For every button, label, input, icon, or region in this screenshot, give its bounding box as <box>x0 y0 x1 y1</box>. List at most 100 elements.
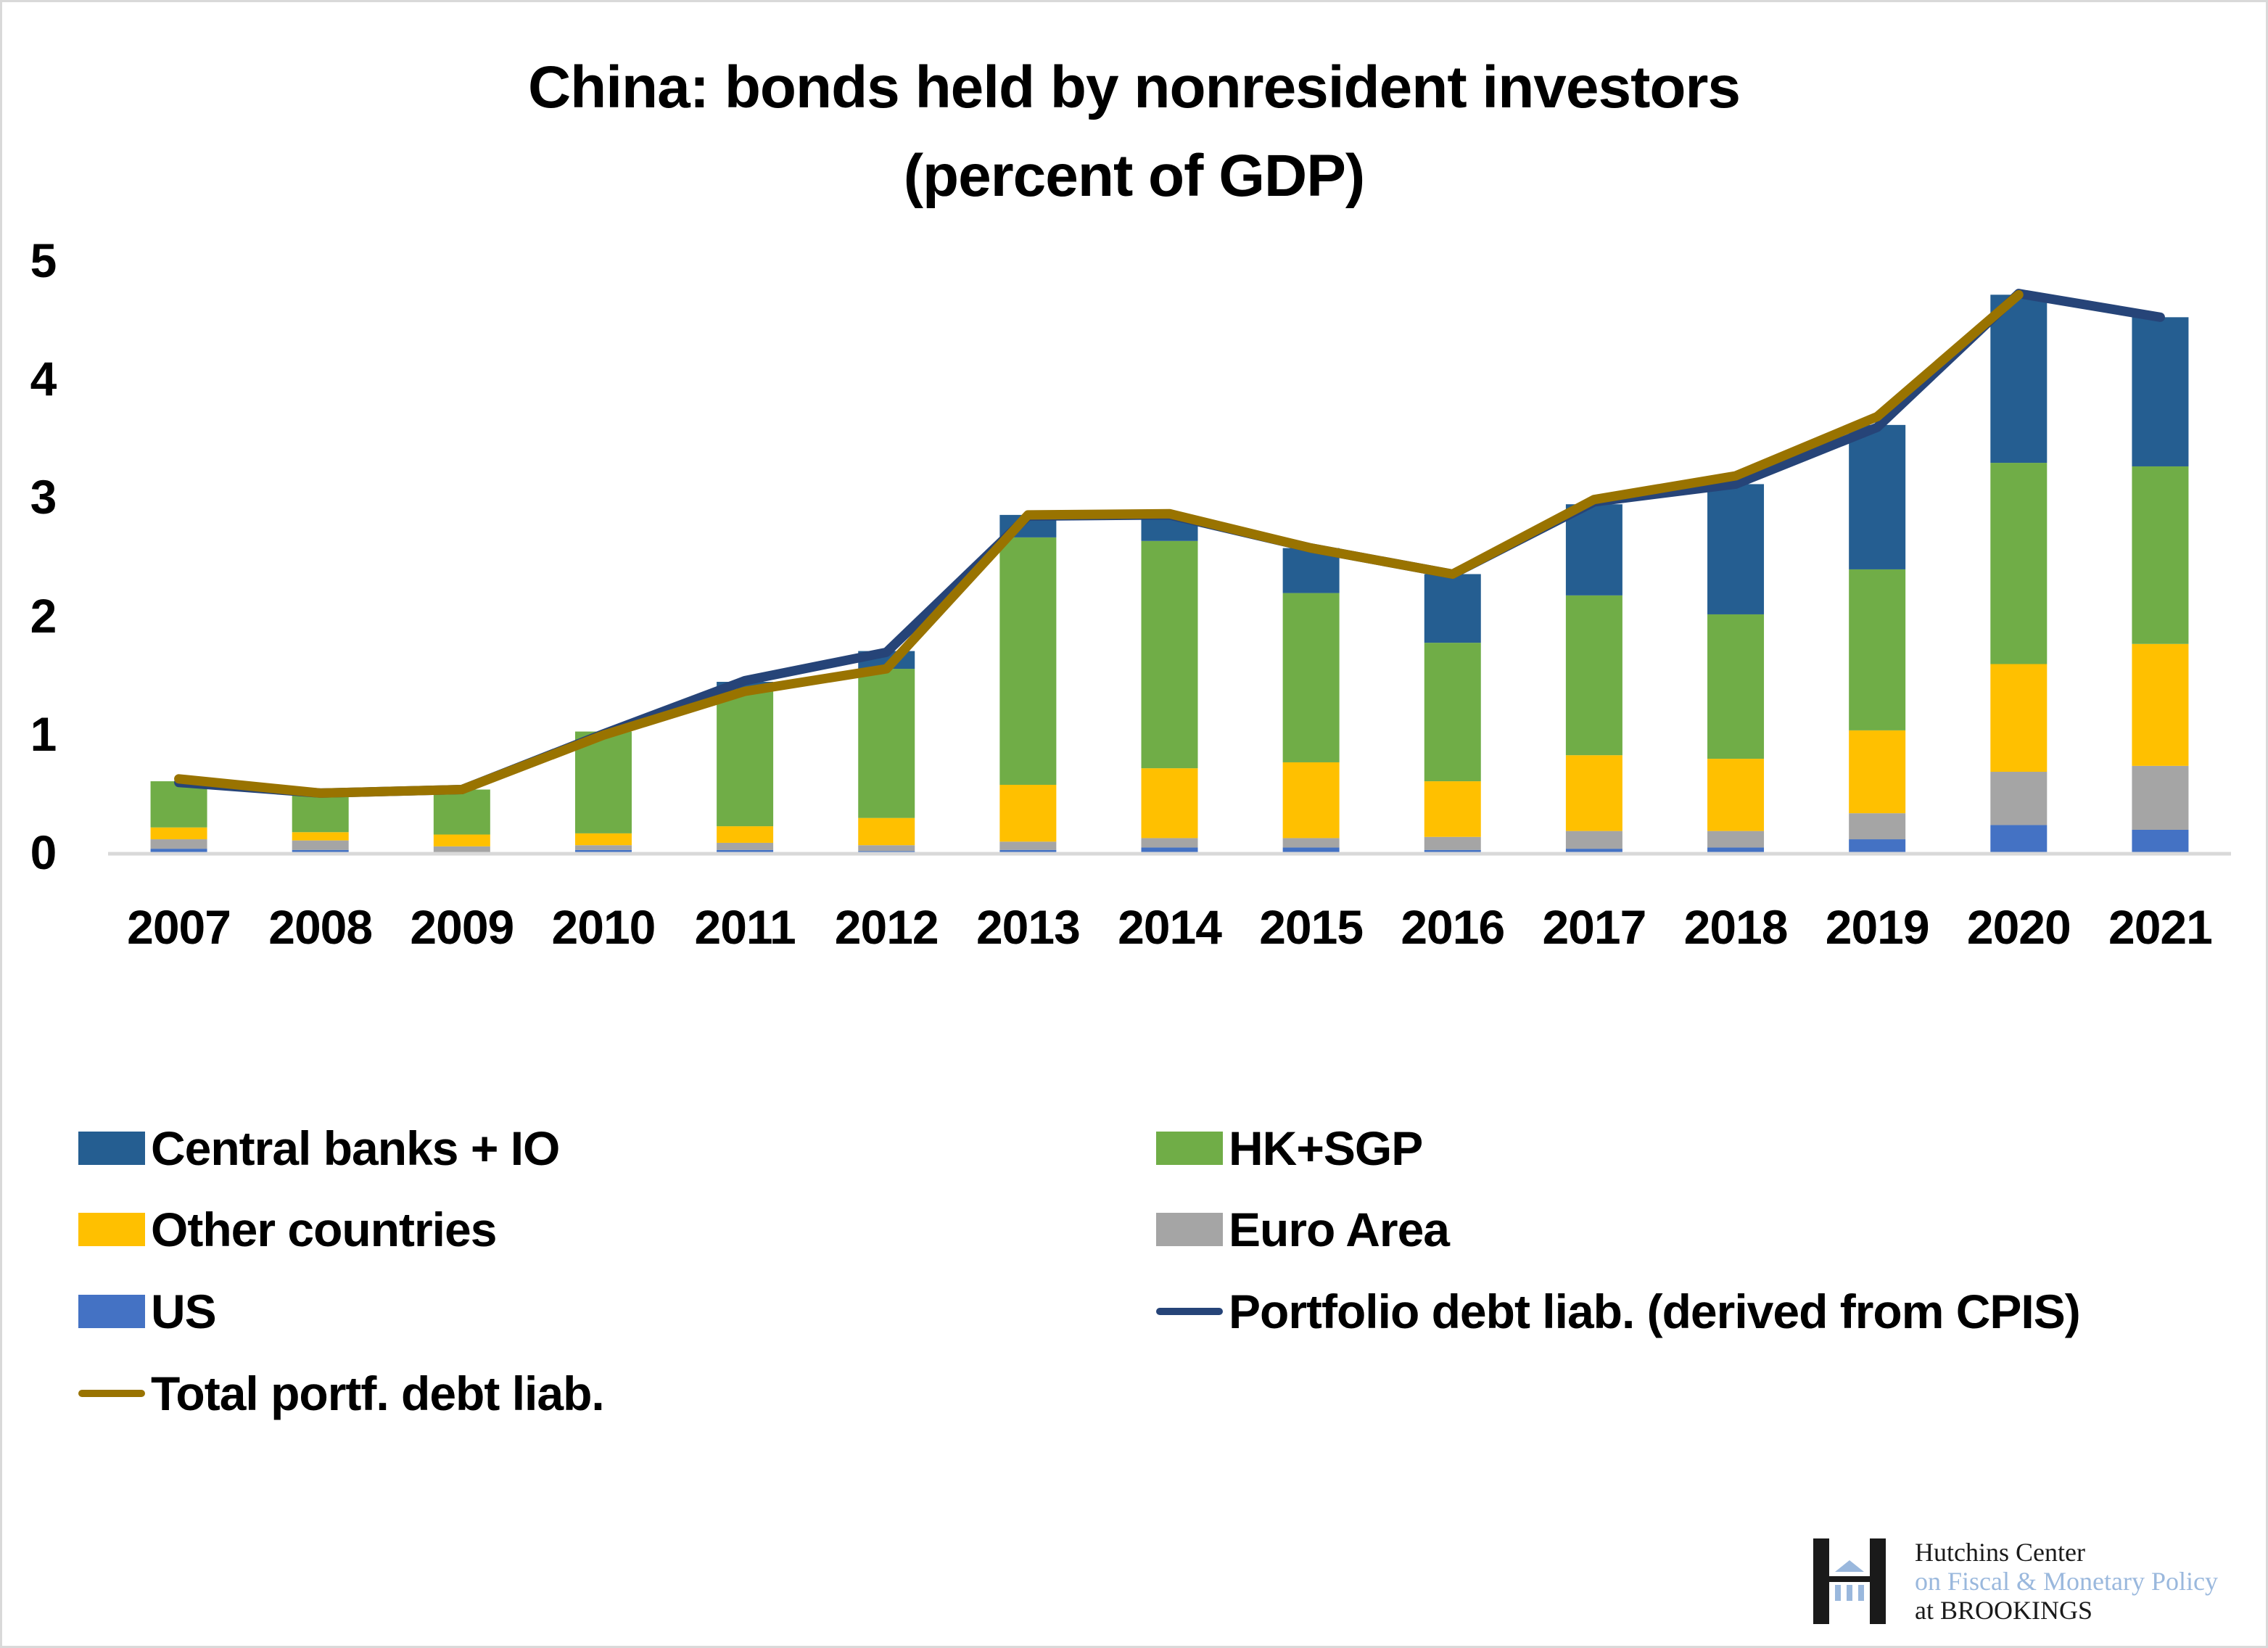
bar-segment <box>574 845 632 850</box>
legend-swatch-icon <box>1156 1132 1223 1165</box>
bar-segment <box>150 849 207 852</box>
legend-item: Portfolio debt liab. (derived from CPIS) <box>1156 1284 2081 1339</box>
bar-segment <box>1282 762 1340 839</box>
x-tick-label: 2011 <box>694 900 796 954</box>
series-line <box>174 289 2024 798</box>
bar-segment <box>1707 759 1765 831</box>
y-tick-label: 3 <box>30 470 57 524</box>
bar-segment <box>1990 463 2048 664</box>
bar-segment <box>1282 847 1340 852</box>
bar-segment <box>1565 504 1622 596</box>
bar-segment <box>2132 765 2189 830</box>
chart-title: China: bonds held by nonresident investo… <box>0 44 2268 221</box>
bar-segment <box>150 839 207 849</box>
bar-segment <box>1707 831 1765 848</box>
legend-label: Euro Area <box>1229 1203 1450 1256</box>
legend-swatch-icon <box>1156 1213 1223 1246</box>
bar-segment <box>2132 643 2189 766</box>
logo-line-3: at BROOKINGS <box>1915 1596 2093 1625</box>
legend-label: Total portf. debt liab. <box>151 1367 605 1420</box>
bar-segment <box>858 845 915 852</box>
bar-segment <box>1990 664 2048 772</box>
bar-segment <box>1849 569 1906 730</box>
bar-segment <box>1849 813 1906 840</box>
bar-segment <box>1565 755 1622 831</box>
x-tick-label: 2012 <box>834 900 939 954</box>
legend-item: US <box>78 1284 217 1339</box>
bar-segment <box>1849 839 1906 852</box>
bar-segment <box>1990 825 2048 852</box>
legend-swatch-icon <box>78 1132 145 1165</box>
bar-segment <box>999 841 1057 850</box>
x-tick-label: 2007 <box>127 900 231 954</box>
x-tick-label: 2016 <box>1401 900 1505 954</box>
x-tick-label: 2014 <box>1118 900 1222 954</box>
logo-line-1: Hutchins Center <box>1915 1538 2085 1567</box>
x-tick-label: 2017 <box>1542 900 1646 954</box>
y-tick-label: 5 <box>30 234 57 287</box>
bar-segment <box>858 669 915 818</box>
bar-segment <box>1424 849 1481 852</box>
bar-segment <box>292 849 349 852</box>
bar-segment <box>433 846 490 852</box>
bar-segment <box>1565 849 1622 852</box>
legend-line-icon <box>78 1390 145 1397</box>
legend-swatch-icon <box>78 1213 145 1246</box>
bar-segment <box>1141 847 1198 852</box>
legend-swatch-icon <box>78 1295 145 1328</box>
chart-title-line1: China: bonds held by nonresident investo… <box>527 54 1741 120</box>
bar-segment <box>1424 836 1481 850</box>
legend-item: Central banks + IO <box>78 1121 560 1176</box>
bar-segment <box>574 849 632 852</box>
bar-segment <box>999 784 1057 842</box>
bar-segment <box>1707 614 1765 759</box>
bar-segment <box>2132 466 2189 644</box>
x-tick-label: 2015 <box>1259 900 1364 954</box>
bar-segment <box>2132 317 2189 466</box>
bar-segment <box>1424 574 1481 643</box>
legend-label: US <box>151 1285 217 1338</box>
legend-label: Other countries <box>151 1203 497 1256</box>
bar-segment <box>292 840 349 850</box>
bar-segment <box>292 832 349 841</box>
bar-segment <box>292 795 349 833</box>
legend-label: Portfolio debt liab. (derived from CPIS) <box>1229 1285 2081 1338</box>
bar-segment <box>1990 772 2048 825</box>
bar-segment <box>999 849 1057 852</box>
logo-text: Hutchins Center on Fiscal & Monetary Pol… <box>1915 1538 2218 1625</box>
y-tick-label: 4 <box>30 352 57 406</box>
bar-segment <box>717 826 774 843</box>
legend-label: HK+SGP <box>1229 1121 1423 1175</box>
bar-segment <box>433 789 490 835</box>
bar-segment <box>1565 831 1622 849</box>
bar-segment <box>1424 643 1481 782</box>
bar-segment <box>1849 424 1906 569</box>
bar-segment <box>150 827 207 840</box>
bar-segment <box>858 817 915 846</box>
bar-segment <box>999 537 1057 785</box>
bar-segment <box>1141 540 1198 769</box>
legend-line-icon <box>1156 1308 1223 1315</box>
hutchins-h-icon <box>1813 1538 1886 1624</box>
x-tick-label: 2013 <box>976 900 1081 954</box>
x-tick-label: 2008 <box>268 900 373 954</box>
bar-segment <box>1990 294 2048 464</box>
bar-segment <box>1565 595 1622 756</box>
y-tick-label: 1 <box>30 706 57 761</box>
logo-line-2: on Fiscal & Monetary Policy <box>1915 1567 2218 1596</box>
bar-segment <box>1141 838 1198 848</box>
x-tick-label: 2009 <box>410 900 514 954</box>
bar-segment <box>574 731 632 833</box>
bar-segment <box>1424 781 1481 837</box>
x-tick-label: 2019 <box>1825 900 1930 954</box>
legend-item: HK+SGP <box>1156 1121 1423 1176</box>
legend-label: Central banks + IO <box>151 1121 560 1175</box>
bar-segment <box>1282 838 1340 848</box>
legend-item: Total portf. debt liab. <box>78 1366 605 1421</box>
bar-segment <box>717 688 774 827</box>
x-tick-label: 2010 <box>551 900 656 954</box>
bar-segment <box>717 849 774 852</box>
hutchins-logo: Hutchins Center on Fiscal & Monetary Pol… <box>1813 1538 2218 1625</box>
